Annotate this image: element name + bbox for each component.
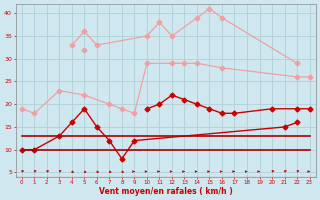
X-axis label: Vent moyen/en rafales ( km/h ): Vent moyen/en rafales ( km/h ) — [99, 187, 233, 196]
